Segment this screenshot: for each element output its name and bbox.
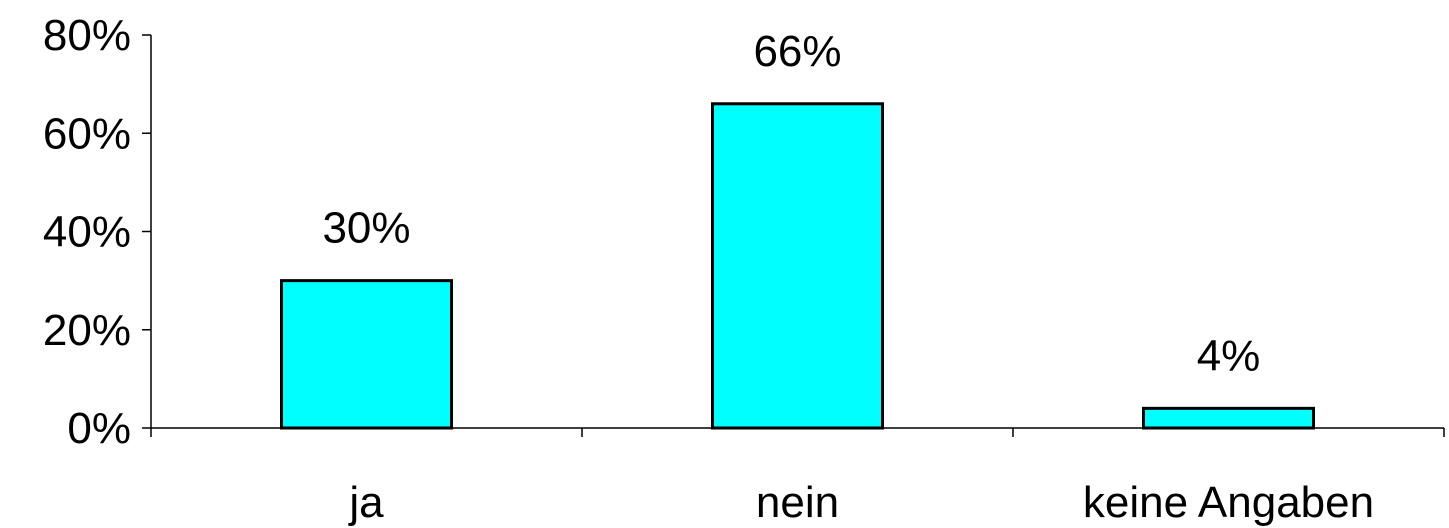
bar xyxy=(711,102,884,430)
x-category-label: nein xyxy=(756,478,839,527)
bar xyxy=(280,279,453,430)
x-category-label: keine Angaben xyxy=(1083,478,1374,527)
y-axis: 0% 20% 40% 60% 80% xyxy=(43,11,152,453)
bars xyxy=(280,102,1315,430)
y-tick-label: 60% xyxy=(43,109,131,158)
x-axis: ja nein keine Angaben xyxy=(150,427,1445,527)
y-tick-label: 40% xyxy=(43,208,131,257)
y-tick-label: 80% xyxy=(43,11,131,60)
bar xyxy=(1142,406,1315,430)
bar-value-label: 30% xyxy=(322,204,410,253)
bar-value-label: 66% xyxy=(753,27,841,76)
x-category-label: ja xyxy=(347,478,384,527)
data-labels: 30% 66% 4% xyxy=(322,27,1260,381)
y-tick-label: 20% xyxy=(43,306,131,355)
y-tick-label: 0% xyxy=(67,404,131,453)
bar-value-label: 4% xyxy=(1197,331,1261,380)
